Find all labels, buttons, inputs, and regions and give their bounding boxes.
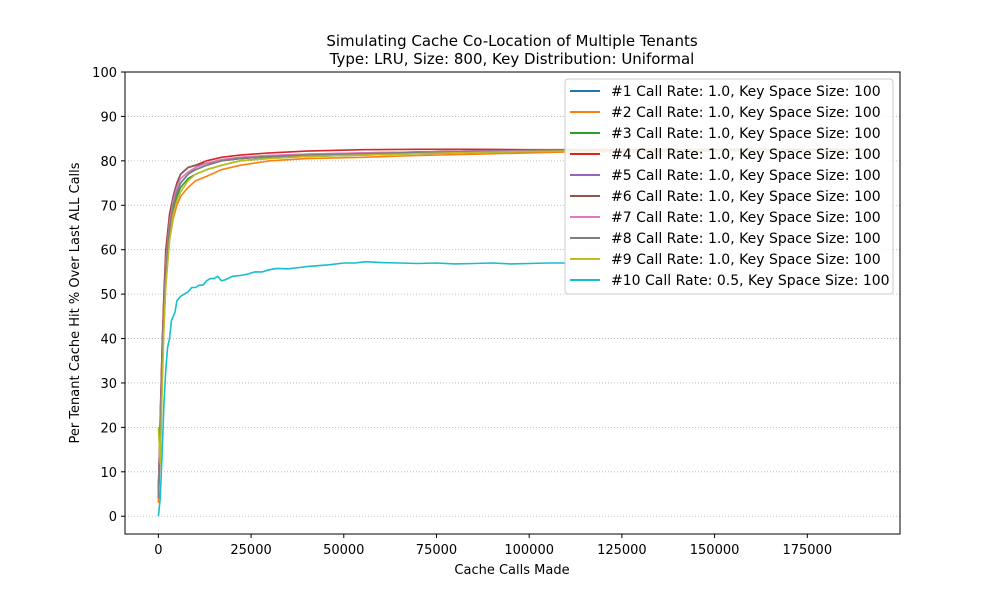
legend: #1 Call Rate: 1.0, Key Space Size: 100 #2… — [564, 78, 894, 295]
legend-label-1: #1 Call Rate: 1.0, Key Space Size: 100 — [611, 84, 881, 100]
y-tick-label: 0 — [109, 510, 117, 525]
x-tick-label: 125000 — [597, 543, 647, 558]
x-tick-label: 50000 — [323, 543, 364, 558]
plot-frame — [124, 71, 901, 535]
y-axis-ticks: 0 10 20 30 40 50 60 70 80 90 100 — [92, 66, 125, 525]
chart-title: Simulating Cache Co-Location of Multiple… — [326, 32, 697, 50]
legend-label-3: #3 Call Rate: 1.0, Key Space Size: 100 — [611, 126, 881, 142]
legend-label-9: #9 Call Rate: 1.0, Key Space Size: 100 — [611, 252, 881, 268]
series-line-9 — [157, 149, 863, 464]
legend-label-5: #5 Call Rate: 1.0, Key Space Size: 100 — [611, 168, 881, 184]
chart-subtitle: Type: LRU, Size: 800, Key Distribution: … — [329, 50, 695, 68]
series-line-10 — [157, 260, 567, 517]
x-axis-ticks: 0 25000 50000 75000 100000 125000 150000 175000 — [154, 534, 832, 558]
y-tick-label: 100 — [92, 66, 117, 81]
y-tick-label: 70 — [100, 199, 117, 214]
x-tick-label: 25000 — [230, 543, 271, 558]
y-tick-label: 90 — [100, 110, 117, 125]
y-axis-label: Per Tenant Cache Hit % Over Last ALL Cal… — [68, 162, 83, 443]
series-lines — [157, 148, 863, 517]
legend-label-7: #7 Call Rate: 1.0, Key Space Size: 100 — [611, 210, 881, 226]
y-tick-label: 40 — [100, 333, 117, 348]
y-tick-label: 50 — [100, 288, 117, 303]
y-tick-label: 60 — [100, 244, 117, 259]
x-tick-label: 150000 — [690, 543, 740, 558]
legend-label-10: #10 Call Rate: 0.5, Key Space Size: 100 — [611, 273, 890, 289]
legend-label-2: #2 Call Rate: 1.0, Key Space Size: 100 — [611, 105, 881, 121]
legend-label-4: #4 Call Rate: 1.0, Key Space Size: 100 — [611, 147, 881, 163]
y-tick-label: 20 — [100, 421, 117, 436]
x-axis-label: Cache Calls Made — [454, 563, 569, 578]
x-tick-label: 175000 — [782, 543, 832, 558]
x-tick-label: 100000 — [504, 543, 554, 558]
legend-label-6: #6 Call Rate: 1.0, Key Space Size: 100 — [611, 189, 881, 205]
y-tick-label: 30 — [100, 377, 117, 392]
x-tick-label: 75000 — [416, 543, 457, 558]
x-tick-label: 0 — [154, 543, 162, 558]
y-tick-label: 80 — [100, 155, 117, 170]
y-tick-label: 10 — [100, 466, 117, 481]
legend-label-8: #8 Call Rate: 1.0, Key Space Size: 100 — [611, 231, 881, 247]
legend-box — [564, 78, 894, 295]
